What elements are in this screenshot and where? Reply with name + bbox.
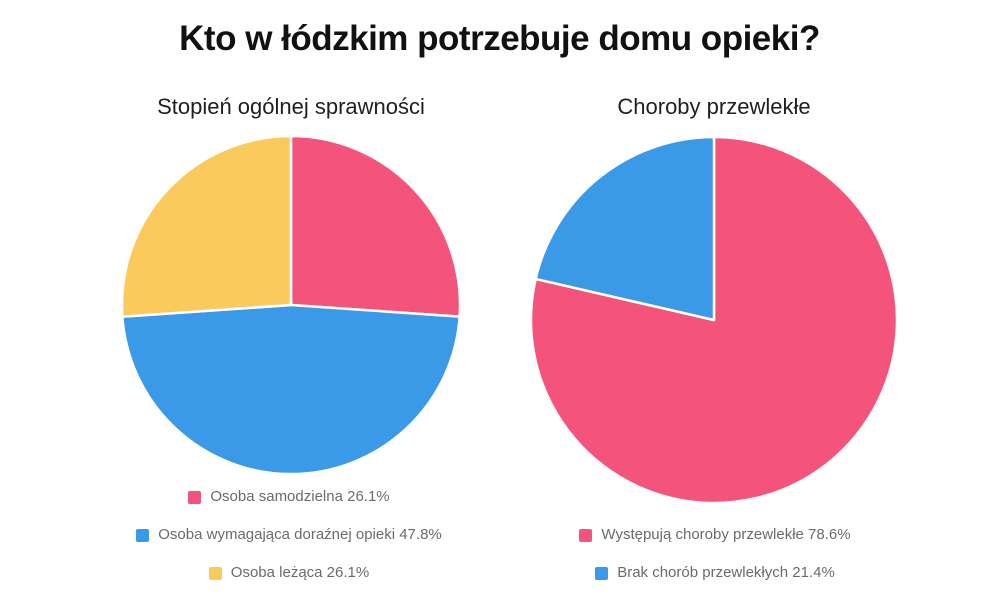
legend-label: Osoba wymagająca doraźnej opieki 47.8% <box>158 526 442 543</box>
legend-swatch-icon <box>188 490 202 504</box>
legend-label: Występują choroby przewlekłe 78.6% <box>601 526 851 543</box>
pie-slice-brak-chor-b-przewlek-ych[interactable] <box>534 135 716 322</box>
legend-item-osoba-samodzielna: Osoba samodzielna 26.1% <box>67 488 511 506</box>
pie-chart-chronic-diseases <box>529 135 899 505</box>
pie-slice-osoba-le-ca[interactable] <box>120 134 293 318</box>
pie-chart-fitness <box>120 134 462 476</box>
legend-swatch-icon <box>579 528 593 542</box>
legend-swatch-icon <box>136 528 150 542</box>
legend-chronic-diseases: Występują choroby przewlekłe 78.6% Brak c… <box>493 526 937 582</box>
legend-item-osoba-le-ca: Osoba leżąca 26.1% <box>67 564 511 582</box>
chart-title-chronic-diseases: Choroby przewlekłe <box>617 94 811 119</box>
legend-item-brak-chor-b-przewlek-ych: Brak chorób przewlekłych 21.4% <box>493 564 937 582</box>
chart-title-fitness: Stopień ogólnej sprawności <box>157 94 425 119</box>
pie-slice-osoba-samodzielna[interactable] <box>289 134 462 318</box>
legend-swatch-icon <box>208 566 222 580</box>
legend-item-wyst-puj-choroby-przewlek-e: Występują choroby przewlekłe 78.6% <box>493 526 937 544</box>
legend-label: Brak chorób przewlekłych 21.4% <box>617 564 835 581</box>
legend-fitness: Osoba samodzielna 26.1% Osoba wymagająca … <box>67 488 511 582</box>
legend-swatch-icon <box>595 566 609 580</box>
page-title: Kto w łódzkim potrzebuje domu opieki? <box>179 19 820 58</box>
pie-slice-osoba-wymagaj-ca-dora-nej-opieki[interactable] <box>121 303 461 476</box>
legend-label: Osoba leżąca 26.1% <box>230 564 370 581</box>
legend-item-osoba-wymagaj-ca-dora-nej-opieki: Osoba wymagająca doraźnej opieki 47.8% <box>67 526 511 544</box>
legend-label: Osoba samodzielna 26.1% <box>210 488 390 505</box>
